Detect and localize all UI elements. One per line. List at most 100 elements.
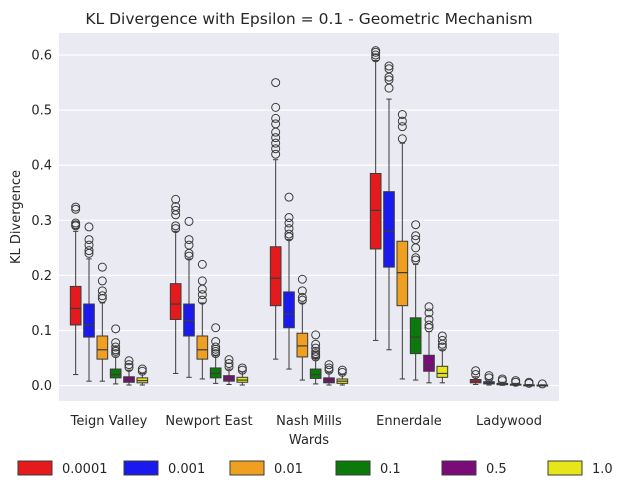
- box-0.001: [483, 371, 495, 386]
- outlier-point: [297, 286, 307, 296]
- outlier-point: [471, 370, 481, 380]
- outlier-point: [271, 149, 281, 159]
- outlier-point: [384, 64, 394, 74]
- outlier-point: [271, 102, 281, 112]
- outlier-point: [284, 192, 294, 202]
- y-axis-label: KL Divergence: [9, 170, 24, 264]
- boxes: [69, 46, 549, 389]
- outlier-point: [411, 231, 421, 241]
- box-0.01: [396, 110, 409, 380]
- outlier-point: [84, 246, 94, 256]
- y-tick-label: 0.5: [31, 104, 52, 119]
- legend-label: 0.0001: [62, 462, 108, 477]
- box-0.001: [283, 192, 295, 370]
- box-body: [83, 303, 95, 338]
- outlier-point: [371, 50, 381, 60]
- box-body: [383, 191, 395, 268]
- box-0.001: [83, 222, 95, 382]
- outlier-point: [124, 360, 134, 370]
- outlier-point: [271, 144, 281, 154]
- box-0.5: [423, 302, 435, 384]
- outlier-point: [437, 342, 447, 352]
- box-body: [423, 354, 435, 372]
- outlier-point: [424, 308, 434, 318]
- outlier-point: [184, 251, 194, 261]
- box-0.5: [323, 360, 335, 386]
- outlier-point: [171, 224, 181, 234]
- outlier-point: [211, 346, 221, 356]
- box-body: [269, 246, 282, 307]
- box-body: [369, 172, 382, 250]
- outlier-point: [411, 255, 421, 265]
- outlier-point: [111, 324, 121, 334]
- outlier-point: [311, 330, 321, 340]
- outlier-point: [271, 119, 281, 129]
- outlier-point: [311, 339, 321, 349]
- box-body: [196, 335, 209, 360]
- outlier-point: [111, 345, 121, 355]
- legend-swatch: [547, 460, 583, 476]
- outlier-point: [111, 349, 121, 359]
- box-0.0001: [269, 78, 282, 360]
- box-0.1: [409, 220, 422, 381]
- outlier-point: [71, 202, 81, 212]
- y-tick-label: 0.2: [31, 269, 52, 284]
- box-0.1: [309, 330, 322, 385]
- outlier-point: [484, 373, 494, 383]
- outlier-point: [284, 213, 294, 223]
- box-body: [309, 368, 322, 379]
- outlier-point: [224, 359, 234, 369]
- box-0.01: [296, 274, 309, 381]
- outlier-point: [124, 362, 134, 372]
- box-0.0001: [69, 202, 82, 376]
- outlier-point: [424, 320, 434, 330]
- outlier-point: [397, 110, 407, 120]
- box-body: [169, 283, 182, 320]
- outlier-point: [437, 335, 447, 345]
- outlier-point: [384, 75, 394, 85]
- outlier-point: [497, 374, 507, 384]
- legend-swatch: [17, 460, 53, 476]
- x-axis-label: Wards: [289, 433, 329, 448]
- y-tick-label: 0.1: [31, 324, 52, 339]
- y-tick-label: 0.6: [31, 49, 52, 64]
- legend-swatch: [441, 460, 477, 476]
- outlier-point: [197, 295, 207, 305]
- box-0.5: [223, 355, 235, 385]
- x-tick-label: Nash Mills: [276, 414, 342, 429]
- outlier-point: [284, 229, 294, 239]
- outlier-point: [211, 349, 221, 359]
- box-body: [436, 365, 449, 378]
- outlier-point: [337, 367, 347, 377]
- box-0.1: [509, 376, 522, 387]
- box-0.001: [383, 61, 395, 351]
- legend-label: 1.0: [592, 462, 613, 477]
- box-body: [69, 285, 82, 326]
- outlier-point: [337, 365, 347, 375]
- outlier-point: [424, 302, 434, 312]
- outlier-point: [424, 314, 434, 324]
- outlier-point: [237, 363, 247, 373]
- y-tick-label: 0.4: [31, 159, 52, 174]
- outlier-point: [171, 221, 181, 231]
- outlier-point: [324, 363, 334, 373]
- box-body: [409, 317, 422, 355]
- box-body: [296, 332, 309, 358]
- x-tick-label: Ladywood: [476, 414, 542, 429]
- outlier-point: [311, 343, 321, 353]
- x-tick-label: Teign Valley: [70, 414, 148, 429]
- outlier-point: [384, 61, 394, 71]
- outlier-point: [537, 379, 547, 389]
- outlier-point: [371, 53, 381, 63]
- outlier-point: [271, 138, 281, 148]
- x-tick-label: Ennerdale: [376, 414, 442, 429]
- outlier-point: [211, 323, 221, 333]
- outlier-point: [197, 276, 207, 286]
- outlier-point: [124, 356, 134, 366]
- legend-item: 1.0: [547, 460, 613, 477]
- outlier-point: [324, 365, 334, 375]
- outlier-point: [511, 376, 521, 386]
- outlier-point: [484, 371, 494, 381]
- legend-swatch: [335, 460, 371, 476]
